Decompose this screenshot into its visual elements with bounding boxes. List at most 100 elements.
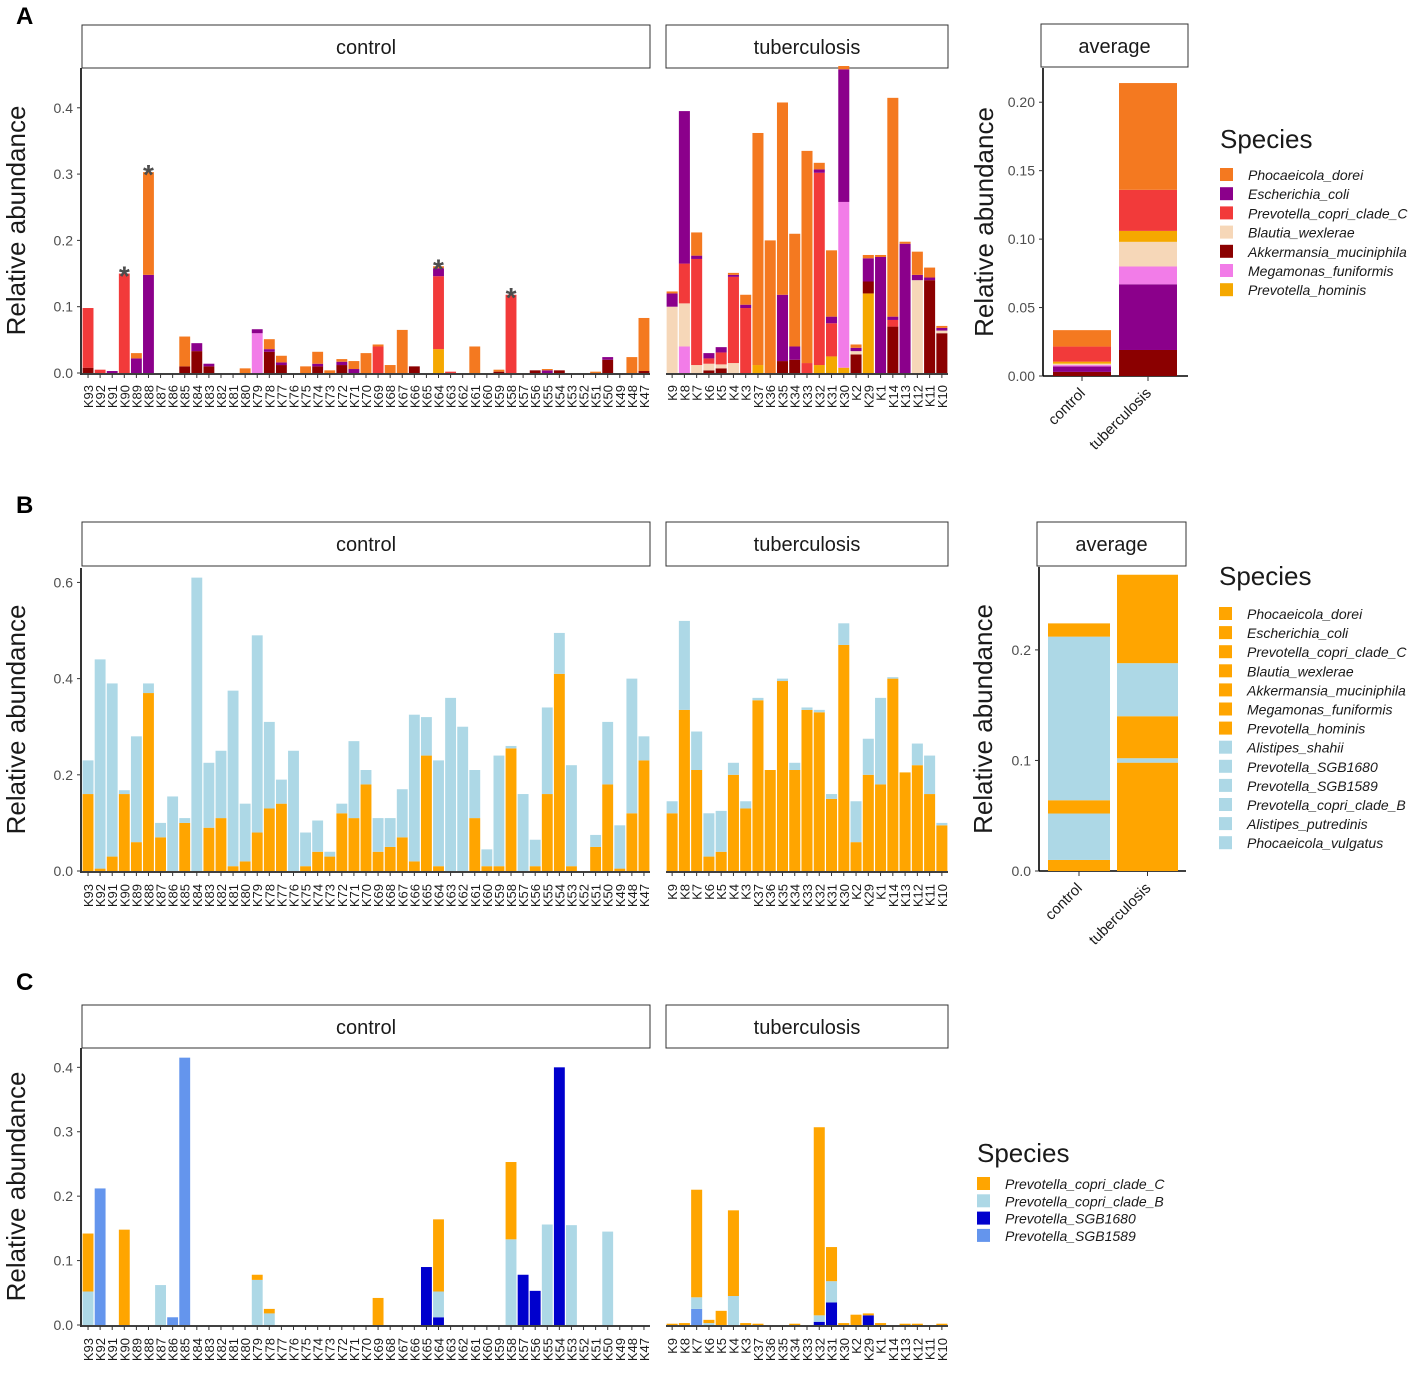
bar-K69-control-enriched bbox=[372, 818, 384, 852]
facet-control: control K93K92K91K90K89K88K87K86K85K84K83… bbox=[81, 521, 652, 907]
x-tick-label: K63 bbox=[444, 884, 459, 907]
facet-tuberculosis: tuberculosisK9K8K7K6K5K4K3K37K36K35K34K3… bbox=[665, 1004, 950, 1361]
legend-swatch bbox=[977, 1211, 990, 1225]
bar-K64-Prevotella_copri_clade_C bbox=[433, 1219, 444, 1292]
x-tick-label: K5 bbox=[714, 1338, 729, 1354]
x-tick-label: K67 bbox=[395, 385, 410, 408]
bar-K31-Escherichia_coli bbox=[826, 316, 838, 324]
bar-K1-control-enriched bbox=[875, 697, 887, 785]
bar-K29-Phocaeicola_dorei bbox=[862, 254, 874, 259]
bar-K6-Prevotella_copri_clade_C bbox=[703, 358, 715, 364]
bar-K8-Escherichia_coli bbox=[678, 111, 690, 264]
legend-label: Prevotella_hominis bbox=[1248, 282, 1366, 298]
x-tick-label: K50 bbox=[601, 385, 616, 408]
x-tick-label: K64 bbox=[432, 884, 447, 907]
avg-bar-control-Prevotella_copri_clade_C bbox=[1053, 346, 1111, 362]
avg-bar-control-Prevotella_hominis bbox=[1053, 361, 1111, 364]
x-tick-label: K35 bbox=[775, 884, 790, 907]
bar-K4-Prevotella_copri_clade_C bbox=[727, 276, 739, 364]
bar-K30-Prevotella_hominis bbox=[838, 367, 850, 373]
bar-K87-tb-enriched bbox=[155, 837, 166, 871]
y-tick-label: 0.0 bbox=[54, 863, 74, 879]
x-tick-label: K69 bbox=[371, 884, 386, 907]
x-tick-label: K57 bbox=[516, 1338, 531, 1361]
avg-y-tick-label: 0.2 bbox=[1012, 642, 1032, 658]
x-tick-label: K3 bbox=[739, 385, 754, 401]
x-tick-label: K1 bbox=[874, 1338, 889, 1354]
legend-swatch bbox=[1219, 817, 1232, 831]
x-tick-label: K90 bbox=[117, 884, 132, 907]
x-tick-label: K53 bbox=[564, 884, 579, 907]
x-tick-label: K54 bbox=[552, 884, 567, 907]
y-tick-label: 0.6 bbox=[54, 574, 74, 590]
x-tick-label: K65 bbox=[419, 385, 434, 408]
bar-K34-tb-enriched bbox=[789, 770, 801, 871]
bar-K58-tb-enriched bbox=[505, 748, 517, 871]
bar-K59-control-enriched bbox=[493, 755, 505, 867]
bar-K31-Prevotella_copri_clade_B bbox=[826, 1281, 838, 1303]
avg-bar-tuberculosis-Prevotella_hominis bbox=[1119, 230, 1177, 242]
bar-K2-control-enriched bbox=[850, 801, 862, 843]
legend-swatch bbox=[977, 1194, 990, 1208]
bar-K31-Prevotella_SGB1680 bbox=[826, 1302, 838, 1325]
legend-title: Species bbox=[1219, 561, 1312, 591]
bar-K64-control-enriched bbox=[433, 760, 444, 867]
bar-K3-Escherichia_coli bbox=[740, 304, 752, 309]
bar-K89-Escherichia_coli bbox=[130, 358, 142, 373]
x-tick-label: K88 bbox=[141, 1338, 156, 1361]
x-tick-label: K51 bbox=[589, 884, 604, 907]
legend: Species Phocaeicola_dorei Escherichia_coli… bbox=[1220, 124, 1408, 298]
legend-swatch bbox=[1219, 778, 1232, 792]
panel-A: A Relative abundance 0.0 0.1 0.2 0.3 0.4 contro… bbox=[1, 3, 1408, 453]
bar-K29-Akkermansia_muciniphila bbox=[862, 281, 874, 294]
bar-K93-control-enriched bbox=[82, 760, 94, 795]
legend-label: Prevotella_SGB1589 bbox=[1005, 1228, 1136, 1244]
y-tick-label: 0.2 bbox=[54, 767, 74, 783]
significance-star: * bbox=[433, 253, 444, 284]
bar-K63-Prevotella_copri_clade_C bbox=[445, 371, 457, 373]
x-tick-label: K7 bbox=[690, 385, 705, 401]
x-tick-label: K36 bbox=[763, 1338, 778, 1361]
bar-K89-tb-enriched bbox=[130, 842, 142, 871]
x-tick-label: K51 bbox=[589, 1338, 604, 1361]
x-tick-label: K35 bbox=[775, 385, 790, 408]
legend-label: Prevotella_hominis bbox=[1247, 721, 1365, 737]
legend-swatch bbox=[1220, 283, 1233, 297]
bar-K33-control-enriched bbox=[801, 707, 813, 710]
bar-K13-Prevotella_copri_clade_C bbox=[899, 1323, 911, 1325]
facet-strip bbox=[665, 521, 949, 567]
x-tick-label: K81 bbox=[226, 1338, 241, 1361]
x-tick-label: K55 bbox=[540, 1338, 555, 1361]
bar-K64-Prevotella_copri_clade_B bbox=[433, 1291, 444, 1318]
legend-label: Escherichia_coli bbox=[1248, 186, 1350, 202]
bar-K35-tb-enriched bbox=[776, 681, 788, 871]
average-label: average bbox=[1075, 534, 1147, 556]
bar-K69-Prevotella_copri_clade_C bbox=[372, 1297, 384, 1325]
bar-K3-tb-enriched bbox=[740, 808, 752, 871]
bar-K1-Prevotella_copri_clade_C bbox=[875, 1323, 887, 1325]
x-tick-label: K1 bbox=[874, 385, 889, 401]
bar-K31-Prevotella_copri_clade_C bbox=[826, 1247, 838, 1282]
x-tick-label: K32 bbox=[812, 884, 827, 907]
bar-K51-Phocaeicola_dorei bbox=[590, 371, 602, 373]
x-tick-label: K37 bbox=[751, 385, 766, 408]
x-tick-label: K56 bbox=[528, 884, 543, 907]
legend-label: Escherichia_coli bbox=[1247, 625, 1349, 641]
x-tick-label: K92 bbox=[93, 385, 108, 408]
bar-K50-Akkermansia_muciniphila bbox=[602, 359, 614, 373]
legend-swatch bbox=[1220, 187, 1233, 201]
bar-K88-Escherichia_coli bbox=[143, 274, 154, 373]
x-tick-label: K79 bbox=[250, 884, 265, 907]
bar-K2-tb-enriched bbox=[850, 842, 862, 871]
y-tick-label: 0.2 bbox=[54, 232, 74, 248]
bar-K30-Phocaeicola_dorei bbox=[838, 66, 850, 70]
bar-K87-Prevotella_copri_clade_B bbox=[155, 1285, 166, 1325]
bar-K72-tb-enriched bbox=[336, 813, 348, 871]
x-tick-label: K5 bbox=[714, 884, 729, 900]
x-tick-label: K92 bbox=[93, 1338, 108, 1361]
bar-K36-tb-enriched bbox=[764, 770, 776, 871]
bar-K49-control-enriched bbox=[614, 825, 626, 869]
x-tick-label: K4 bbox=[726, 385, 741, 401]
x-tick-label: K53 bbox=[564, 385, 579, 408]
avg-y-tick-label: 0.0 bbox=[1012, 863, 1032, 879]
